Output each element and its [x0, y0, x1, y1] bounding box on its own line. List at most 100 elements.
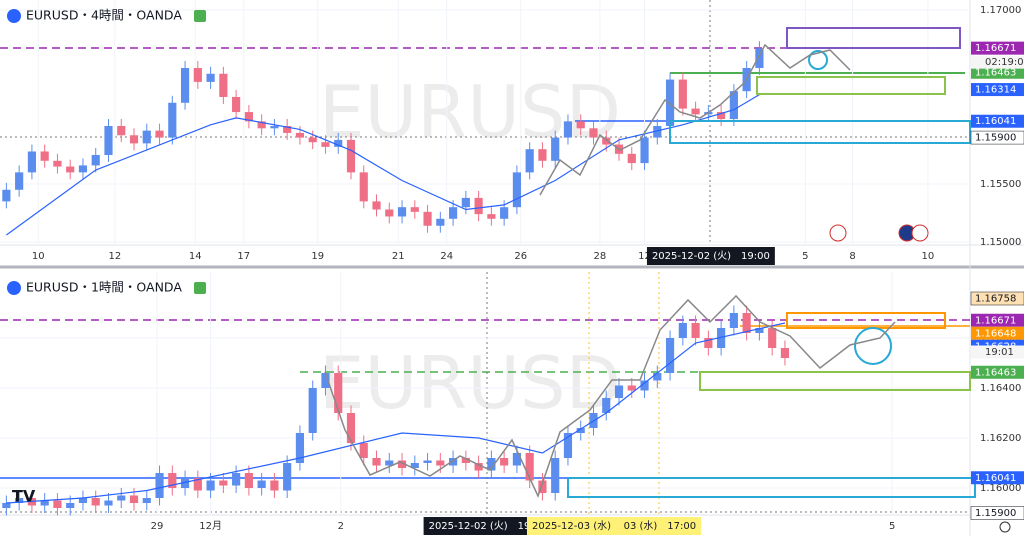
candle-body — [27, 151, 36, 173]
candle-body — [576, 428, 585, 433]
candle-body — [397, 460, 407, 468]
price-tag-label: 1.16671 — [975, 315, 1016, 326]
price-tag-label: 1.16671 — [975, 43, 1016, 54]
candle-body — [602, 398, 611, 413]
candle-body — [525, 149, 534, 173]
x-tick-label: 24 — [440, 251, 453, 262]
candle-body — [423, 460, 432, 463]
candle-body — [40, 151, 49, 161]
labels: EURUSD・4時間・OANDA 1.17000 1.15500 1.15000 10 1… — [7, 5, 1024, 535]
rect-zone — [756, 76, 946, 95]
price-tag — [970, 130, 1024, 145]
candle-body — [602, 137, 611, 145]
candle-body — [449, 458, 458, 466]
crosshair-box — [423, 517, 552, 535]
candle-body — [308, 137, 317, 143]
candle-body — [206, 480, 215, 491]
candle-body — [563, 121, 573, 138]
candle-body — [168, 473, 177, 488]
series-layer — [0, 0, 970, 516]
candle-body — [627, 153, 636, 164]
price-tag — [970, 506, 1024, 520]
candle-body — [410, 463, 419, 468]
candle-body — [589, 128, 598, 138]
candle-body — [104, 500, 113, 506]
candle-body — [142, 130, 151, 144]
candle-body — [232, 96, 241, 113]
x-tick-label: 5 — [889, 521, 895, 532]
price-tag — [971, 83, 1024, 97]
candle-body — [372, 201, 381, 210]
candle-body — [91, 498, 100, 506]
candle-body — [691, 108, 700, 115]
candle-body — [232, 473, 241, 486]
moving-average — [6, 94, 760, 236]
candle-body — [385, 209, 394, 217]
crosshair-label: 03 (水) 17:00 — [624, 520, 697, 532]
candle-body — [755, 328, 764, 333]
candle-body — [717, 328, 726, 348]
watermark: EURUSD — [319, 70, 621, 154]
candle-body — [346, 139, 356, 173]
candle-body — [321, 142, 330, 147]
x-tick-label: 17 — [237, 251, 250, 262]
candle-body — [244, 112, 253, 122]
candle-body — [678, 323, 687, 338]
candle-body — [512, 453, 521, 466]
candle-body — [423, 211, 432, 226]
candle-body — [397, 207, 407, 217]
candle-body — [551, 458, 560, 493]
x-tick-label: 5 — [802, 251, 808, 262]
candle-body — [308, 388, 317, 433]
countdown: 02:19:01 — [985, 57, 1024, 68]
circle-mark — [854, 327, 892, 365]
candle-body — [78, 165, 88, 173]
flag-icon — [194, 282, 206, 294]
drawings: TV — [12, 27, 1011, 533]
candle-body — [257, 121, 266, 129]
price-tag-label: 1.16463 — [975, 367, 1016, 378]
candle-body — [40, 500, 49, 506]
candle-body — [653, 373, 662, 381]
price-tag — [970, 291, 1024, 306]
x-tick-label: 12 — [109, 251, 122, 262]
event-icon — [829, 224, 847, 242]
price-tag — [971, 365, 1024, 379]
moving-average — [6, 322, 786, 504]
candle-body — [538, 480, 547, 493]
candle-body — [359, 172, 368, 202]
flag-icon — [194, 10, 206, 22]
candle-body — [180, 478, 190, 488]
logo: TV — [12, 487, 36, 506]
candle-body — [665, 79, 675, 126]
candle-body — [729, 313, 738, 328]
projection-line — [539, 43, 851, 196]
countdown-box — [971, 55, 1024, 69]
price-tag-label: 1.15900 — [975, 508, 1016, 519]
candle-body — [193, 478, 202, 491]
candle-body — [155, 130, 164, 138]
countdown-box — [971, 345, 1024, 359]
candle-body — [410, 207, 419, 212]
candle-body — [283, 125, 292, 133]
candle-body — [270, 125, 279, 129]
candle-body — [155, 473, 164, 498]
price-tag-label: 1.16463 — [975, 67, 1016, 78]
candle-body — [295, 132, 305, 138]
candle-body — [525, 453, 534, 481]
candle-body — [244, 473, 253, 488]
candle-body — [640, 380, 649, 391]
candle-body — [717, 112, 726, 120]
candle-body — [780, 348, 790, 358]
price-tag-label: 1.15900 — [975, 133, 1016, 144]
candle-body — [653, 125, 662, 138]
rect-zone — [786, 312, 946, 329]
candle-body — [359, 443, 368, 458]
candle-body — [512, 172, 521, 208]
symbol-icon — [7, 281, 21, 295]
settings-icon[interactable] — [999, 521, 1011, 533]
rect-zone — [786, 27, 961, 49]
candle-body — [2, 503, 11, 508]
candle-body — [168, 102, 177, 138]
